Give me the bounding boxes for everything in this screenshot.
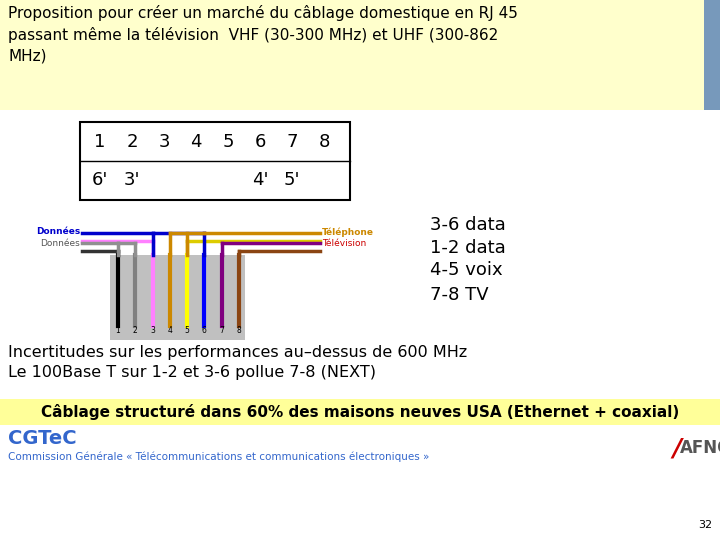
Text: 1-2 data: 1-2 data	[430, 239, 505, 257]
Text: 7: 7	[220, 326, 224, 335]
Text: Commission Générale « Télécommunications et communications électroniques »: Commission Générale « Télécommunications…	[8, 452, 429, 462]
FancyBboxPatch shape	[0, 0, 704, 110]
Text: 4': 4'	[252, 171, 269, 188]
Text: Données: Données	[36, 227, 80, 237]
Text: Proposition pour créer un marché du câblage domestique en RJ 45
passant même la : Proposition pour créer un marché du câbl…	[8, 5, 518, 63]
Text: Téléphone: Téléphone	[322, 227, 374, 237]
FancyBboxPatch shape	[110, 255, 245, 340]
Text: Incertitudes sur les performances au–dessus de 600 MHz: Incertitudes sur les performances au–des…	[8, 345, 467, 360]
Text: 3: 3	[150, 326, 155, 335]
Text: Télévision: Télévision	[322, 240, 366, 248]
Text: 1: 1	[94, 133, 106, 151]
Text: 4: 4	[190, 133, 202, 151]
Text: 6: 6	[202, 326, 207, 335]
Text: 3-6 data: 3-6 data	[430, 216, 505, 234]
Text: 8: 8	[318, 133, 330, 151]
Text: CGTeC: CGTeC	[8, 429, 76, 448]
Text: 3: 3	[158, 133, 170, 151]
Text: 4-5 voix: 4-5 voix	[430, 261, 503, 279]
Text: 5': 5'	[284, 171, 300, 188]
Text: 4: 4	[168, 326, 172, 335]
FancyBboxPatch shape	[704, 0, 720, 110]
Text: Câblage structuré dans 60% des maisons neuves USA (Ethernet + coaxial): Câblage structuré dans 60% des maisons n…	[41, 404, 679, 420]
Text: 1: 1	[116, 326, 120, 335]
Text: 2: 2	[133, 326, 138, 335]
Text: /: /	[672, 436, 681, 460]
Text: Le 100Base T sur 1-2 et 3-6 pollue 7-8 (NEXT): Le 100Base T sur 1-2 et 3-6 pollue 7-8 (…	[8, 364, 376, 380]
Text: 6: 6	[254, 133, 266, 151]
Text: AFNOR: AFNOR	[680, 439, 720, 457]
Text: Données: Données	[40, 240, 80, 248]
FancyBboxPatch shape	[80, 122, 350, 200]
Text: 8: 8	[237, 326, 241, 335]
Text: 5: 5	[222, 133, 234, 151]
Text: 2: 2	[126, 133, 138, 151]
Text: 6': 6'	[92, 171, 108, 188]
Text: 7-8 TV: 7-8 TV	[430, 286, 489, 304]
FancyBboxPatch shape	[0, 399, 720, 425]
Text: 32: 32	[698, 520, 712, 530]
Text: 3': 3'	[124, 171, 140, 188]
Text: 7: 7	[287, 133, 298, 151]
Text: 5: 5	[185, 326, 189, 335]
